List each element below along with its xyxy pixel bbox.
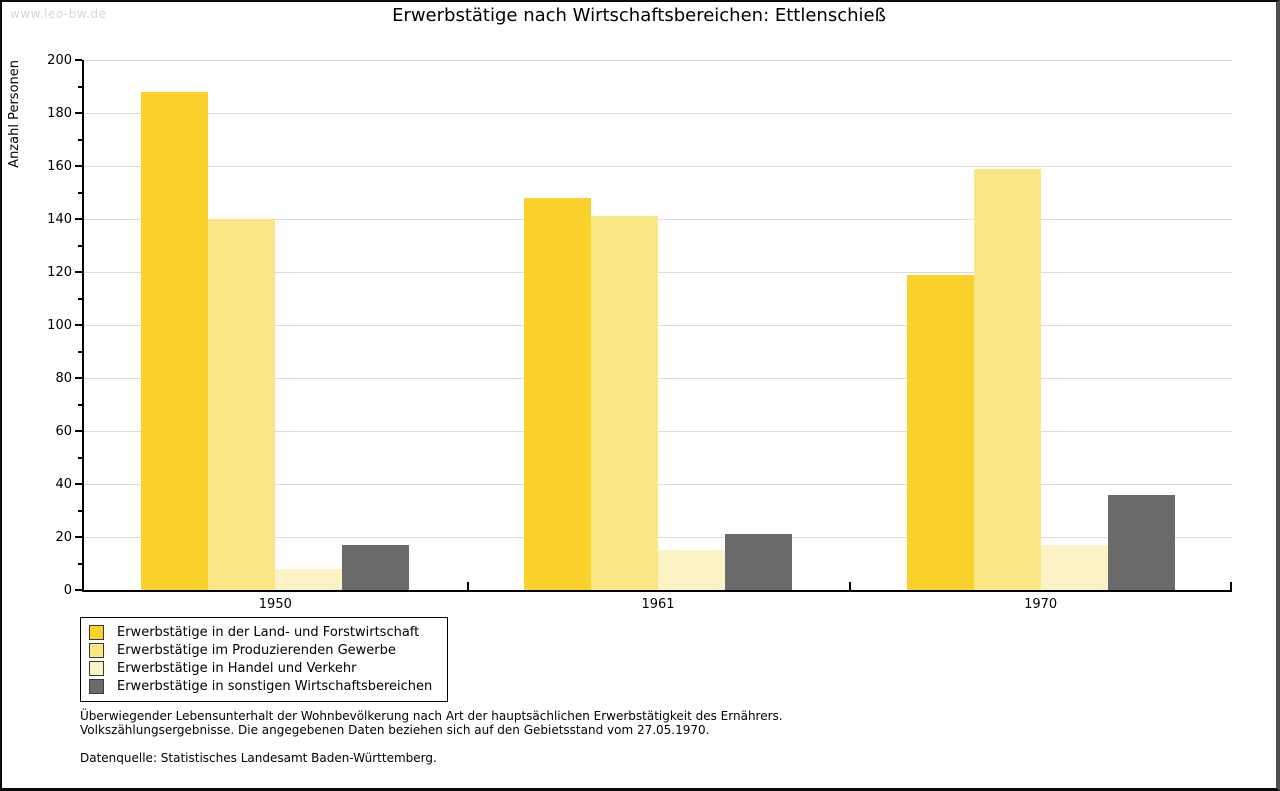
watermark-link: www.leo-bw.de — [10, 7, 107, 21]
y-axis-minor-tick — [78, 456, 82, 459]
y-axis-minor-tick — [78, 403, 82, 406]
footnote-text: Überwiegender Lebensunterhalt der Wohnbe… — [80, 709, 783, 737]
x-axis-category-label: 1970 — [1024, 597, 1058, 612]
data-source-text: Datenquelle: Statistisches Landesamt Bad… — [80, 751, 437, 765]
bar-1970-series-2 — [973, 168, 1041, 590]
legend-item: Erwerbstätige in der Land- und Forstwirt… — [89, 624, 439, 641]
x-axis-category-label: 1961 — [641, 597, 675, 612]
y-axis-tick — [75, 430, 82, 432]
y-axis-tick-label: 80 — [55, 371, 72, 386]
bar-1950-series-1 — [141, 91, 209, 590]
y-axis-minor-tick — [78, 138, 82, 141]
y-axis-tick — [75, 536, 82, 538]
legend-swatch — [89, 661, 104, 676]
y-axis-minor-tick — [78, 562, 82, 565]
x-axis-category-label: 1950 — [258, 597, 292, 612]
y-axis-tick-label: 180 — [47, 106, 72, 121]
y-axis-minor-tick — [78, 509, 82, 512]
y-axis-minor-tick — [78, 244, 82, 247]
y-axis-tick-label: 120 — [47, 265, 72, 280]
bar-1961-series-1 — [524, 197, 591, 590]
y-axis-tick-label: 60 — [55, 424, 72, 439]
bar-1950-series-3 — [275, 568, 343, 590]
legend-swatch — [89, 643, 104, 658]
y-axis-tick — [75, 589, 82, 591]
footnote-line-1: Überwiegender Lebensunterhalt der Wohnbe… — [80, 709, 783, 723]
legend-swatch — [89, 679, 104, 694]
bar-1961-series-4 — [725, 534, 792, 590]
legend-item: Erwerbstätige in Handel und Verkehr — [89, 660, 439, 677]
y-gridline — [84, 219, 1232, 220]
x-axis-tick — [466, 582, 469, 590]
y-axis-tick — [75, 377, 82, 379]
x-axis-tick — [849, 582, 852, 590]
legend-label: Erwerbstätige im Produzierenden Gewerbe — [117, 643, 396, 658]
bar-1970-series-1 — [906, 274, 974, 590]
y-axis-tick — [75, 112, 82, 114]
y-axis-minor-tick — [78, 85, 82, 88]
x-axis-tick — [1230, 582, 1232, 590]
legend-label: Erwerbstätige in sonstigen Wirtschaftsbe… — [117, 679, 433, 694]
y-axis-tick-label: 20 — [55, 530, 72, 545]
legend-box: Erwerbstätige in der Land- und Forstwirt… — [80, 617, 448, 702]
y-gridline — [84, 484, 1232, 485]
bar-1970-series-4 — [1107, 494, 1175, 590]
y-axis-tick — [75, 165, 82, 167]
y-axis-tick — [75, 271, 82, 273]
y-gridline — [84, 166, 1232, 167]
y-axis-tick — [75, 59, 82, 61]
bar-1970-series-3 — [1040, 544, 1108, 590]
y-axis-title: Anzahl Personen — [7, 60, 22, 168]
y-axis-minor-tick — [78, 297, 82, 300]
legend-swatch — [89, 625, 104, 640]
y-gridline — [84, 272, 1232, 273]
legend-item: Erwerbstätige in sonstigen Wirtschaftsbe… — [89, 678, 439, 695]
bar-1950-series-4 — [342, 544, 410, 590]
y-axis-tick-label: 140 — [47, 212, 72, 227]
y-axis-tick-label: 100 — [47, 318, 72, 333]
y-axis-tick — [75, 324, 82, 326]
y-axis-minor-tick — [78, 191, 82, 194]
footnote-line-2: Volkszählungsergebnisse. Die angegebenen… — [80, 723, 710, 737]
bar-1961-series-2 — [591, 216, 658, 590]
y-axis-tick-label: 40 — [55, 477, 72, 492]
y-axis-tick-label: 160 — [47, 159, 72, 174]
legend-label: Erwerbstätige in der Land- und Forstwirt… — [117, 625, 420, 640]
y-axis-tick-label: 0 — [63, 583, 72, 598]
y-axis-tick — [75, 218, 82, 220]
y-gridline — [84, 537, 1232, 538]
legend-item: Erwerbstätige im Produzierenden Gewerbe — [89, 642, 439, 659]
y-gridline — [84, 113, 1232, 114]
y-gridline — [84, 325, 1232, 326]
chart-title: Erwerbstätige nach Wirtschaftsbereichen:… — [392, 5, 886, 26]
legend-label: Erwerbstätige in Handel und Verkehr — [117, 661, 357, 676]
bar-1950-series-2 — [208, 219, 276, 590]
y-axis-minor-tick — [78, 350, 82, 353]
y-axis-tick-label: 200 — [47, 53, 72, 68]
y-axis-tick — [75, 483, 82, 485]
y-gridline — [84, 60, 1232, 61]
y-gridline — [84, 378, 1232, 379]
y-gridline — [84, 431, 1232, 432]
bar-1961-series-3 — [658, 550, 725, 590]
plot-area: 0 20 40 60 80 100 120 140 160 180 200 1950 1961 1970 — [47, 53, 1232, 612]
